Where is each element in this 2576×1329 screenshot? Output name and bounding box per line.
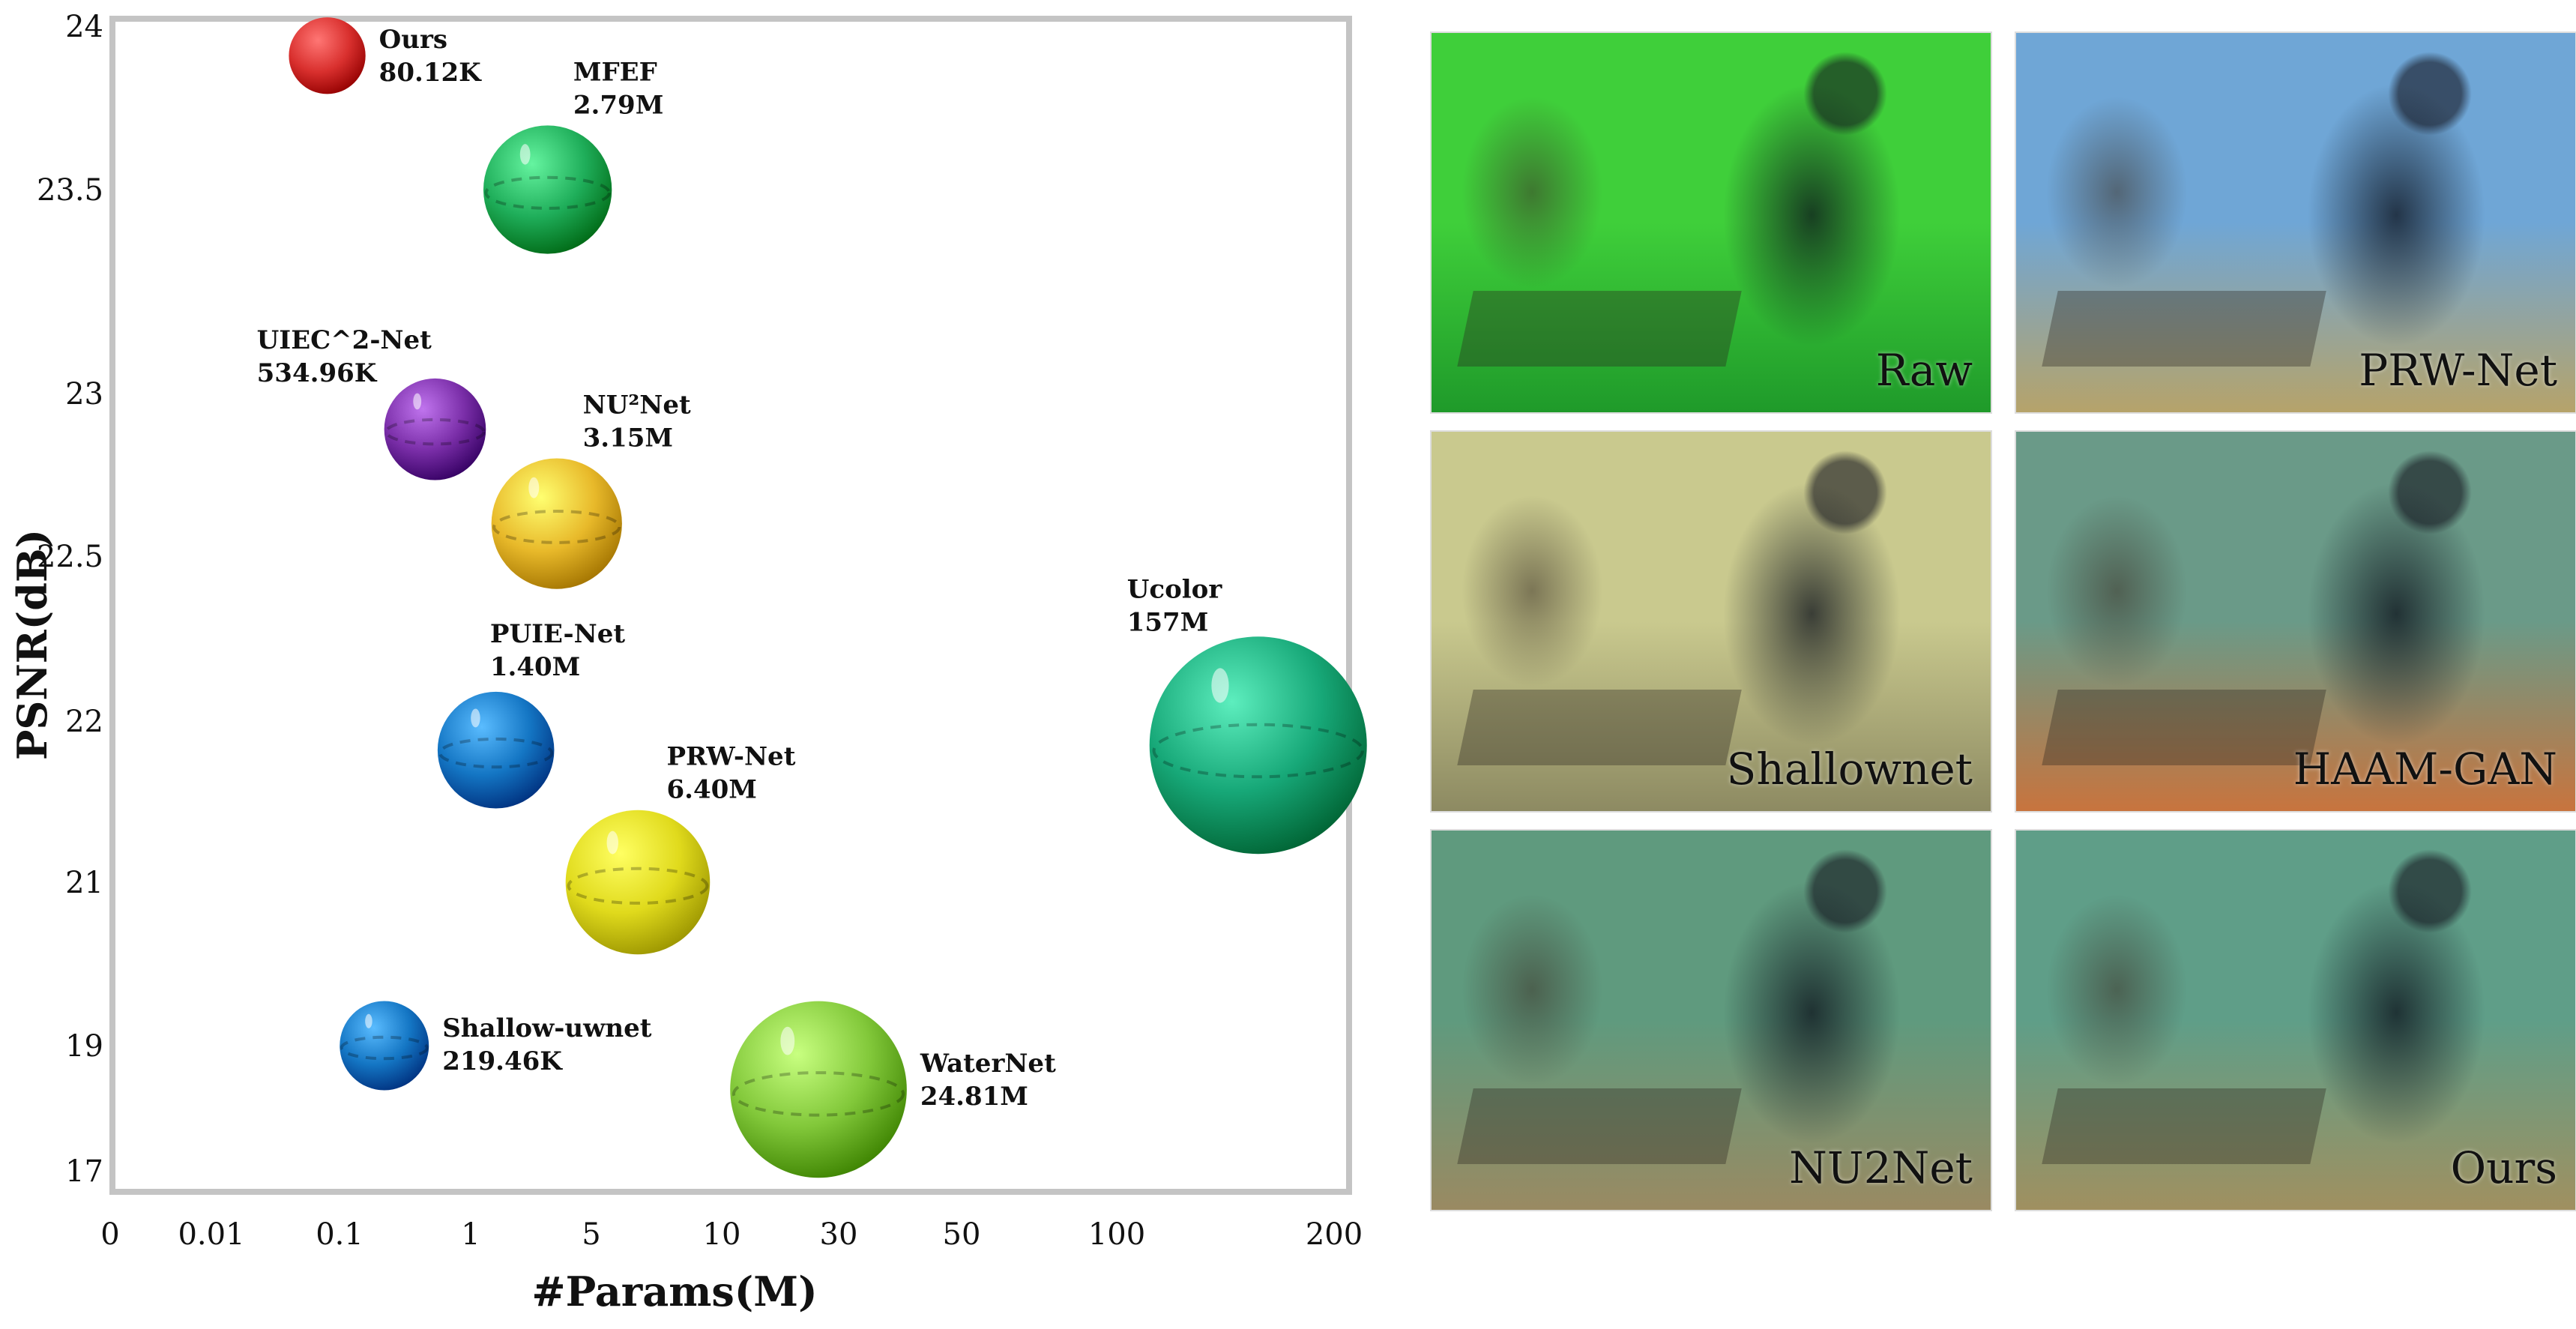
panel-caption: Ours [2450,1142,2557,1193]
result-panel-nu2net: NU2Net [1430,829,1992,1211]
panel-caption: PRW-Net [2359,345,2557,396]
y-tick-label: 22 [65,705,103,739]
bubble-highlight [471,708,480,728]
bubble-equator [567,867,709,905]
y-tick-label: 19 [65,1029,103,1064]
bubble-prw-net [565,810,711,955]
bubble-equator [732,1071,905,1117]
result-panel-raw: Raw [1430,31,1992,414]
bubble-uiec-2-net [384,378,486,480]
bubble-ours [289,17,366,94]
panel-caption: Shallownet [1726,744,1973,795]
bubble-highlight [1211,668,1229,703]
bubble-label-params: 80.12K [379,58,482,88]
bubble-ucolor [1149,636,1367,855]
bubble-equator [484,175,611,210]
x-tick-label: 0 [100,1217,119,1252]
x-tick-label: 0.1 [316,1217,364,1252]
bubble-highlight [528,477,540,498]
bubble-label-name: NU²Net [583,390,691,420]
bubble-label-params: 2.79M [573,90,663,120]
statue-base [2041,291,2326,367]
bubble-label-params: 219.46K [442,1046,563,1076]
x-tick-label: 0.01 [178,1217,244,1252]
underwater-photo [2016,432,2575,811]
underwater-photo [1432,432,1991,811]
bubble-label-name: MFEF [573,57,657,87]
y-tick-label: 17 [65,1154,103,1189]
x-tick-label: 10 [703,1217,741,1252]
x-tick-label: 1 [461,1217,480,1252]
bubble-highlight [413,393,422,410]
bubble-label-params: 534.96K [257,358,378,388]
statue-base [1456,690,1742,766]
y-tick-label: 21 [65,866,103,900]
y-axis-title: PSNR(dB) [8,529,56,760]
statue-base [2041,690,2326,766]
statue-base [2041,1088,2326,1165]
bubble-highlight [780,1026,795,1055]
result-panel-ours: Ours [2015,829,2576,1211]
y-axis-ticks: 17 19 21 22 22.5 23 23.5 24 [37,10,103,1189]
bubble-highlight [519,144,531,165]
bubble-label-params: 24.81M [920,1082,1028,1112]
bubble-label-name: Ours [379,25,447,55]
y-tick-label: 23 [65,377,103,412]
plot-frame [109,16,1352,1195]
bubble-equator [1152,723,1364,779]
bubble-label-params: 6.40M [666,775,756,805]
bubble-label-name: UIEC^2-Net [257,325,432,355]
y-tick-label: 23.5 [37,173,103,208]
underwater-photo [1432,831,1991,1210]
panel-caption: NU2Net [1789,1142,1973,1193]
bubble-waternet [730,1001,907,1178]
psnr-vs-params-chart: 0 0.01 0.1 1 5 10 30 50 100 200 17 19 21 22 22.5 23 23.… [8,10,1367,1316]
bubble-mfef [483,125,612,254]
bubble-label-params: 157M [1127,607,1209,637]
bubble-equator [340,1035,429,1061]
bubble-label-name: Ucolor [1127,574,1223,604]
bubble-equator [384,418,486,446]
bubble-label-name: PRW-Net [666,742,795,772]
bubble-puie-net [437,691,555,809]
statue-base [1456,1088,1742,1165]
x-tick-label: 200 [1306,1217,1363,1252]
y-tick-label: 22.5 [37,540,103,574]
bubble-shallow-uwnet [340,1001,429,1091]
bubble-nu-net [491,458,622,589]
underwater-photo [2016,831,2575,1210]
bubble-label-name: WaterNet [920,1049,1056,1079]
x-tick-label: 100 [1088,1217,1145,1252]
panel-caption: Raw [1875,345,1973,396]
bubble-label-name: PUIE-Net [490,619,625,649]
x-axis-ticks: 0 0.01 0.1 1 5 10 30 50 100 200 [100,1217,1363,1252]
result-panel-haam-gan: HAAM-GAN [2015,430,2576,813]
statue-base [1456,291,1742,367]
bubble-equator [492,510,621,544]
underwater-photo [1432,33,1991,412]
x-axis-title: #Params(M) [531,1268,817,1316]
y-tick-label: 24 [65,10,103,44]
bubble-equator [438,737,554,769]
panel-caption: HAAM-GAN [2293,744,2557,795]
x-tick-label: 30 [820,1217,858,1252]
bubble-highlight [606,831,618,855]
bubble-highlight [365,1013,372,1028]
x-tick-label: 5 [582,1217,600,1252]
result-panel-prw-net: PRW-Net [2015,31,2576,414]
bubble-label-params: 1.40M [490,652,580,682]
x-tick-label: 50 [943,1217,981,1252]
bubble-label-name: Shallow-uwnet [442,1013,652,1043]
bubble-label-params: 3.15M [583,423,673,453]
result-panel-shallownet: Shallownet [1430,430,1992,813]
underwater-photo [2016,33,2575,412]
